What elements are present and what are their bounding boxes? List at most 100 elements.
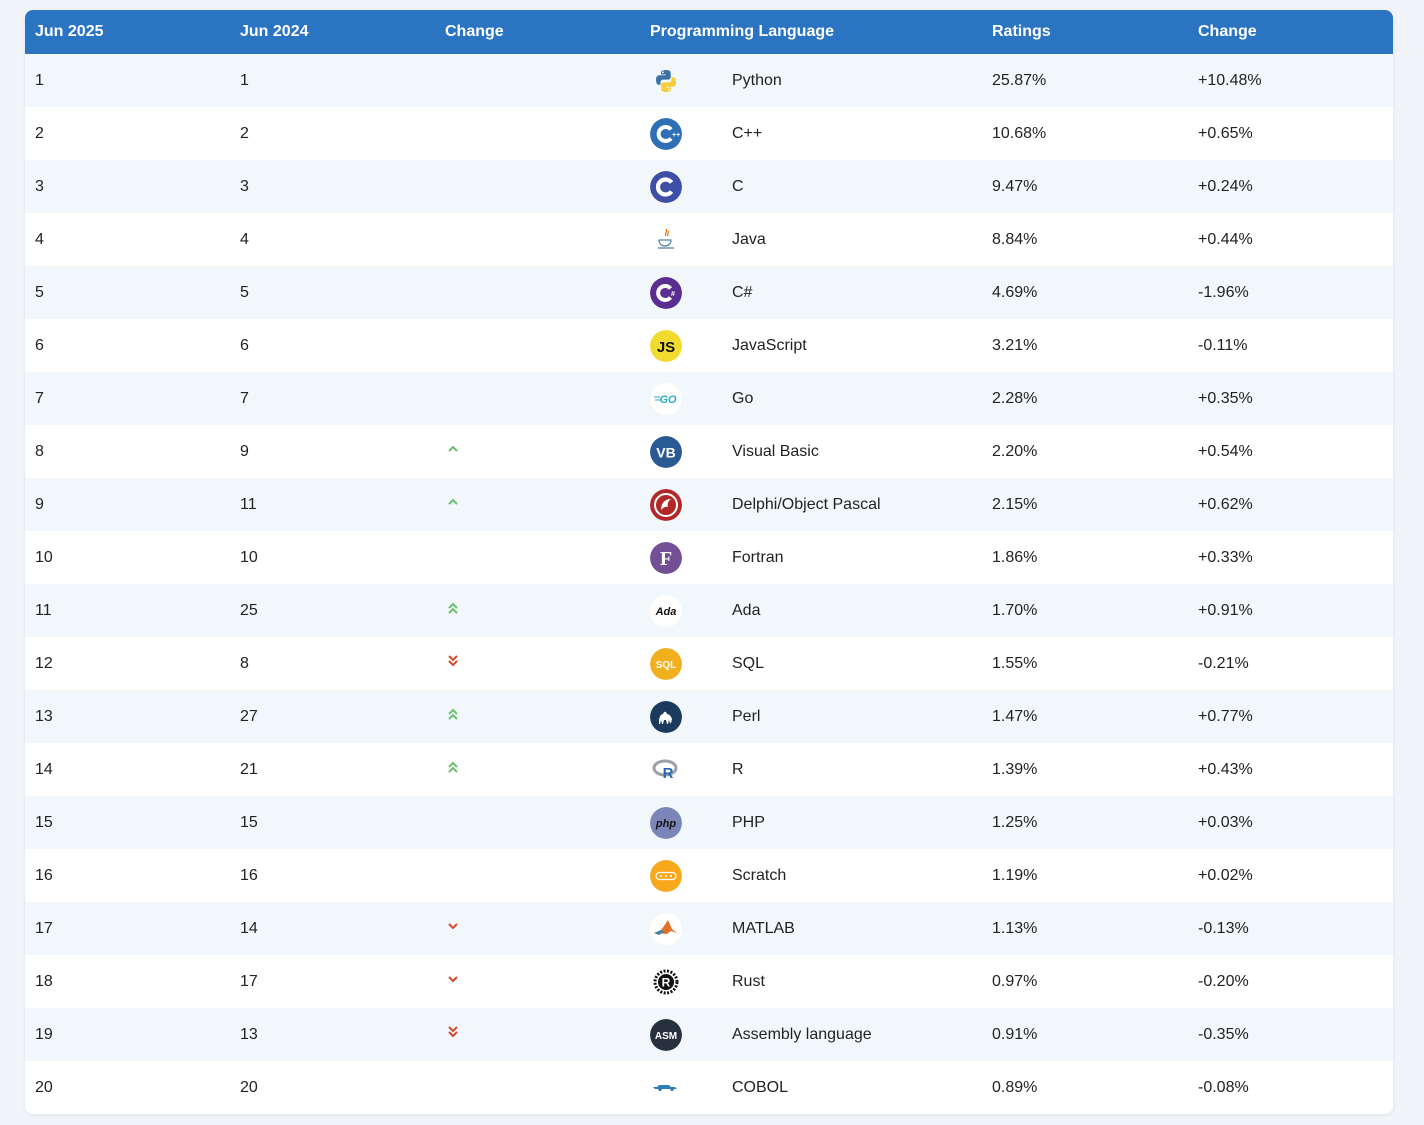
table-row[interactable]: 5 5 # C# 4.69% -1.96%: [25, 266, 1393, 319]
language-cell: ++ C++: [640, 107, 982, 160]
rank-change-cell: [435, 213, 640, 266]
language-name[interactable]: Fortran: [732, 548, 784, 566]
language-name[interactable]: C: [732, 177, 744, 195]
rank-change-cell: [435, 531, 640, 584]
rank-2024: 4: [240, 230, 249, 248]
rank-2024: 3: [240, 177, 249, 195]
rank-change-cell: [435, 160, 640, 213]
table-row[interactable]: 6 6 JS JavaScript 3.21% -0.11%: [25, 319, 1393, 372]
header-programming-language[interactable]: Programming Language: [650, 23, 835, 40]
table-row[interactable]: 12 8 SQL SQL 1.55% -0.21%: [25, 637, 1393, 690]
table-row[interactable]: 8 9 VB Visual Basic 2.20% +0.54%: [25, 425, 1393, 478]
rank-double-down-icon: [446, 1025, 460, 1039]
table-row[interactable]: 4 4 Java 8.84% +0.44%: [25, 213, 1393, 266]
rating-value: 3.21%: [992, 336, 1038, 354]
table-row[interactable]: 16 16 Scratch 1.19% +0.02%: [25, 849, 1393, 902]
table-row[interactable]: 19 13 ASM Assembly language 0.91% -0.35%: [25, 1008, 1393, 1061]
table-row[interactable]: 18 17 R Rust 0.97% -0.20%: [25, 955, 1393, 1008]
header-jun-2024[interactable]: Jun 2024: [240, 23, 309, 40]
svg-text:SQL: SQL: [656, 660, 677, 671]
language-cell: Delphi/Object Pascal: [640, 478, 982, 531]
language-cell: GO Go: [640, 372, 982, 425]
rating-change-value: -0.11%: [1198, 336, 1248, 354]
table-row[interactable]: 11 25 Ada Ada 1.70% +0.91%: [25, 584, 1393, 637]
language-name[interactable]: SQL: [732, 654, 765, 672]
language-name[interactable]: Delphi/Object Pascal: [732, 495, 881, 513]
language-cell: R Rust: [640, 955, 982, 1008]
rating-value: 0.97%: [992, 972, 1038, 990]
language-cell: Ada Ada: [640, 584, 982, 637]
rank-2025: 1: [35, 71, 44, 89]
rank-2025: 7: [35, 389, 44, 407]
rating-change-value: +0.91%: [1198, 601, 1253, 619]
table-row[interactable]: 15 15 php PHP 1.25% +0.03%: [25, 796, 1393, 849]
language-name[interactable]: R: [732, 760, 744, 778]
svg-text:#: #: [671, 291, 675, 298]
table-row[interactable]: 7 7 GO Go 2.28% +0.35%: [25, 372, 1393, 425]
language-name[interactable]: JavaScript: [732, 336, 807, 354]
rank-2025: 18: [35, 972, 53, 990]
language-name[interactable]: C++: [732, 124, 763, 142]
language-name[interactable]: Assembly language: [732, 1025, 872, 1043]
language-cell: SQL SQL: [640, 637, 982, 690]
language-cell: C: [640, 160, 982, 213]
header-jun-2025[interactable]: Jun 2025: [35, 23, 104, 40]
rating-change-value: +0.44%: [1198, 230, 1253, 248]
rating-value: 1.47%: [992, 707, 1038, 725]
rank-down-icon: [446, 919, 460, 933]
language-name[interactable]: Go: [732, 389, 754, 407]
language-name[interactable]: Scratch: [732, 866, 787, 884]
header-rating-change[interactable]: Change: [1198, 23, 1257, 40]
rank-2024: 2: [240, 124, 249, 142]
language-name[interactable]: Java: [732, 230, 766, 248]
language-cell: Java: [640, 213, 982, 266]
rating-change-value: -0.35%: [1198, 1025, 1249, 1043]
rank-2024: 16: [240, 866, 258, 884]
language-name[interactable]: Rust: [732, 972, 765, 990]
table-row[interactable]: 2 2 ++ C++ 10.68% +0.65%: [25, 107, 1393, 160]
language-name[interactable]: C#: [732, 283, 753, 301]
rating-value: 1.70%: [992, 601, 1038, 619]
svg-text:F: F: [660, 548, 672, 570]
language-cell: Scratch: [640, 849, 982, 902]
header-ratings[interactable]: Ratings: [992, 23, 1051, 40]
language-name[interactable]: COBOL: [732, 1078, 789, 1096]
rank-double-up-icon: [446, 601, 460, 615]
rank-2025: 17: [35, 919, 53, 937]
rust-logo-icon: R: [650, 965, 682, 998]
rank-up-icon: [446, 495, 460, 509]
header-rank-change[interactable]: Change: [445, 23, 504, 40]
table-row[interactable]: 13 27 Perl 1.47% +0.77%: [25, 690, 1393, 743]
rank-double-up-icon: [446, 707, 460, 721]
fortran-logo-icon: F: [650, 541, 682, 574]
table-row[interactable]: 1 1 Python 25.87% +10.48%: [25, 54, 1393, 107]
rating-change-value: +0.35%: [1198, 389, 1253, 407]
rating-change-value: +0.54%: [1198, 442, 1253, 460]
language-cell: R R: [640, 743, 982, 796]
table-row[interactable]: 14 21 R R 1.39% +0.43%: [25, 743, 1393, 796]
rank-2024: 13: [240, 1025, 258, 1043]
language-cell: ASM Assembly language: [640, 1008, 982, 1061]
language-name[interactable]: Ada: [732, 601, 761, 619]
language-name[interactable]: PHP: [732, 813, 765, 831]
ada-logo-icon: Ada: [650, 594, 682, 627]
rating-change-value: -0.13%: [1198, 919, 1249, 937]
php-logo-icon: php: [650, 806, 682, 839]
r-logo-icon: R: [650, 753, 682, 786]
language-name[interactable]: Visual Basic: [732, 442, 819, 460]
rank-change-cell: [435, 690, 640, 743]
language-name[interactable]: Python: [732, 71, 782, 89]
rank-2024: 14: [240, 919, 258, 937]
rank-2025: 3: [35, 177, 44, 195]
table-row[interactable]: 3 3 C 9.47% +0.24%: [25, 160, 1393, 213]
table-row[interactable]: 9 11 Delphi/Object Pascal 2.15% +0.62%: [25, 478, 1393, 531]
rating-value: 25.87%: [992, 71, 1047, 89]
rank-2024: 7: [240, 389, 249, 407]
table-row[interactable]: 17 14 MATLAB 1.13% -0.13%: [25, 902, 1393, 955]
table-row[interactable]: 20 20 COBOL 0.89% -0.08%: [25, 1061, 1393, 1114]
language-name[interactable]: MATLAB: [732, 919, 795, 937]
language-name[interactable]: Perl: [732, 707, 761, 725]
rank-change-cell: [435, 849, 640, 902]
rating-change-value: +0.43%: [1198, 760, 1253, 778]
table-row[interactable]: 10 10 F Fortran 1.86% +0.33%: [25, 531, 1393, 584]
